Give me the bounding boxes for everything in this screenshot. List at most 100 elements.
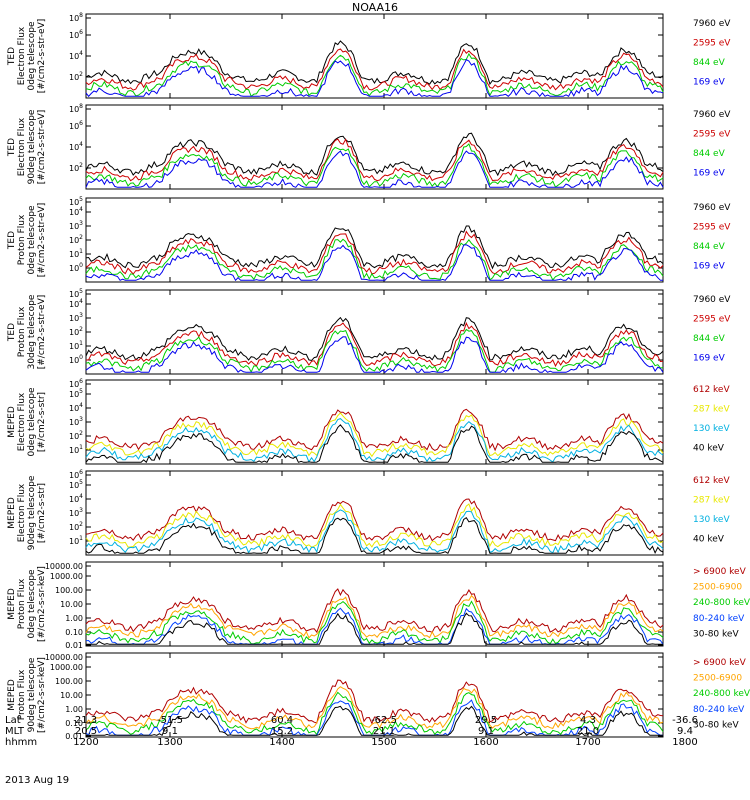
y-tick-label: 104	[69, 298, 83, 309]
y-axis-label-line: TED	[7, 138, 17, 157]
legend-entry: 844 eV	[693, 149, 726, 159]
y-tick-label: 102	[69, 326, 83, 337]
y-tick-label: 106	[69, 469, 83, 480]
y-axis-label-line: Electron Flux	[17, 392, 27, 451]
lat-value: 29.5	[474, 715, 498, 726]
legend-entry: 7960 eV	[693, 295, 731, 305]
legend-entry: 844 eV	[693, 58, 726, 68]
y-tick-label: 101	[69, 444, 83, 455]
y-axis-label-line: Proton Flux	[17, 306, 27, 357]
lat-value: -62.5	[371, 715, 397, 726]
y-tick-label: 100.00	[55, 586, 83, 595]
y-axis-label-line: MEPED	[7, 406, 17, 438]
series-line	[85, 132, 664, 177]
hhmm-value: 1700	[575, 737, 601, 748]
y-tick-label: 0.01	[65, 641, 83, 650]
y-axis-label-line: 0deg telescope	[27, 21, 37, 91]
legend-entry: 169 eV	[693, 169, 726, 179]
series-line	[85, 138, 664, 182]
y-tick-label: 102	[69, 234, 83, 245]
y-axis-label-line: TED	[7, 323, 17, 342]
y-tick-label: 102	[69, 430, 83, 441]
y-axis-label-line: [#/cm2-s-str-eV]	[37, 203, 47, 278]
series-line	[85, 509, 664, 554]
y-tick-label: 1.00	[65, 705, 83, 714]
mlt-value: 15.2	[270, 726, 294, 737]
y-axis-label-line: [#/cm2-s-str-eV]	[37, 19, 47, 94]
legend-entry: 7960 eV	[693, 203, 731, 213]
hhmm-value: 1300	[157, 737, 183, 748]
series-line	[85, 238, 664, 281]
y-tick-label: 102	[69, 71, 83, 82]
chart-title: NOAA16	[351, 1, 399, 14]
legend-entry: 287 keV	[693, 496, 730, 506]
legend-entry: 2595 eV	[693, 223, 731, 233]
y-tick-label: 104	[69, 493, 83, 504]
series-line	[85, 686, 664, 730]
y-tick-label: 10.00	[60, 600, 83, 609]
y-axis-label-line: TED	[7, 231, 17, 250]
series-line	[86, 705, 663, 737]
y-tick-label: 10000.00	[45, 653, 83, 662]
y-tick-label: 105	[69, 479, 83, 490]
y-axis-label-line: 0deg telescope	[27, 569, 37, 639]
series-line	[85, 588, 664, 634]
y-tick-label: 105	[69, 388, 83, 399]
legend-entry: 2500-6900	[693, 583, 742, 593]
y-axis-label-line: [#/cm2-s-str]	[37, 392, 47, 452]
lat-value: -51.5	[157, 715, 183, 726]
legend-entry: 130 keV	[693, 424, 730, 434]
series-line	[85, 516, 664, 555]
y-tick-label: 105	[69, 288, 83, 299]
legend-entry: 130 keV	[693, 515, 730, 525]
series-line	[85, 691, 664, 736]
series-line	[85, 230, 664, 275]
series-line	[85, 225, 664, 270]
y-tick-label: 1000.00	[50, 663, 83, 672]
series-line	[85, 48, 664, 91]
y-tick-label: 108	[69, 103, 83, 114]
legend-entry: 612 keV	[693, 385, 730, 395]
y-axis-label-line: Proton Flux	[17, 669, 27, 720]
hhmm-value: 1800	[672, 737, 698, 748]
y-tick-label: 106	[69, 29, 83, 40]
series-line	[85, 52, 664, 98]
legend-entry: 240-800 keV	[693, 598, 750, 608]
legend-entry: 2595 eV	[693, 39, 731, 49]
y-axis-label-line: [#/cm2-s-sr-keV]	[37, 566, 47, 642]
series-line	[85, 40, 664, 86]
series-line	[85, 679, 664, 725]
y-tick-label: 101	[69, 535, 83, 546]
legend-entry: 169 eV	[693, 262, 726, 272]
y-axis-label-line: 90deg telescope	[27, 657, 37, 732]
y-axis-label-line: 0deg telescope	[27, 387, 37, 457]
y-tick-label: 101	[69, 248, 83, 259]
x-axis-label-block: Lat MLT hhmm 21.3 -51.5 60.4 -62.5 29.5 …	[0, 712, 750, 800]
series-line	[85, 424, 664, 464]
y-tick-label: 103	[69, 220, 83, 231]
legend-entry: 169 eV	[693, 78, 726, 88]
y-tick-label: 100.00	[55, 677, 83, 686]
y-axis-label-line: Electron Flux	[17, 483, 27, 542]
series-line	[85, 59, 664, 98]
y-tick-label: 108	[69, 12, 83, 23]
mlt-value: 21.0	[576, 726, 600, 737]
y-axis-label-line: Electron Flux	[17, 26, 27, 85]
legend-entry: > 6900 keV	[693, 658, 747, 668]
y-axis-label-line: MEPED	[7, 679, 17, 711]
y-axis-label-line: Proton Flux	[17, 214, 27, 265]
y-axis-label-line: 0deg telescope	[27, 205, 37, 275]
series-line	[85, 321, 664, 368]
y-tick-label: 103	[69, 312, 83, 323]
legend-entry: 2500-6900	[693, 674, 742, 684]
y-tick-label: 104	[69, 141, 83, 152]
lat-value: -36.6	[672, 715, 698, 726]
hhmm-value: 1500	[371, 737, 397, 748]
y-tick-label: 100	[69, 354, 83, 365]
legend-entry: 2595 eV	[693, 130, 731, 140]
series-line	[86, 612, 663, 645]
date-label: 2013 Aug 19	[5, 775, 70, 786]
y-tick-label: 10.00	[60, 691, 83, 700]
legend-entry: 7960 eV	[693, 19, 731, 29]
